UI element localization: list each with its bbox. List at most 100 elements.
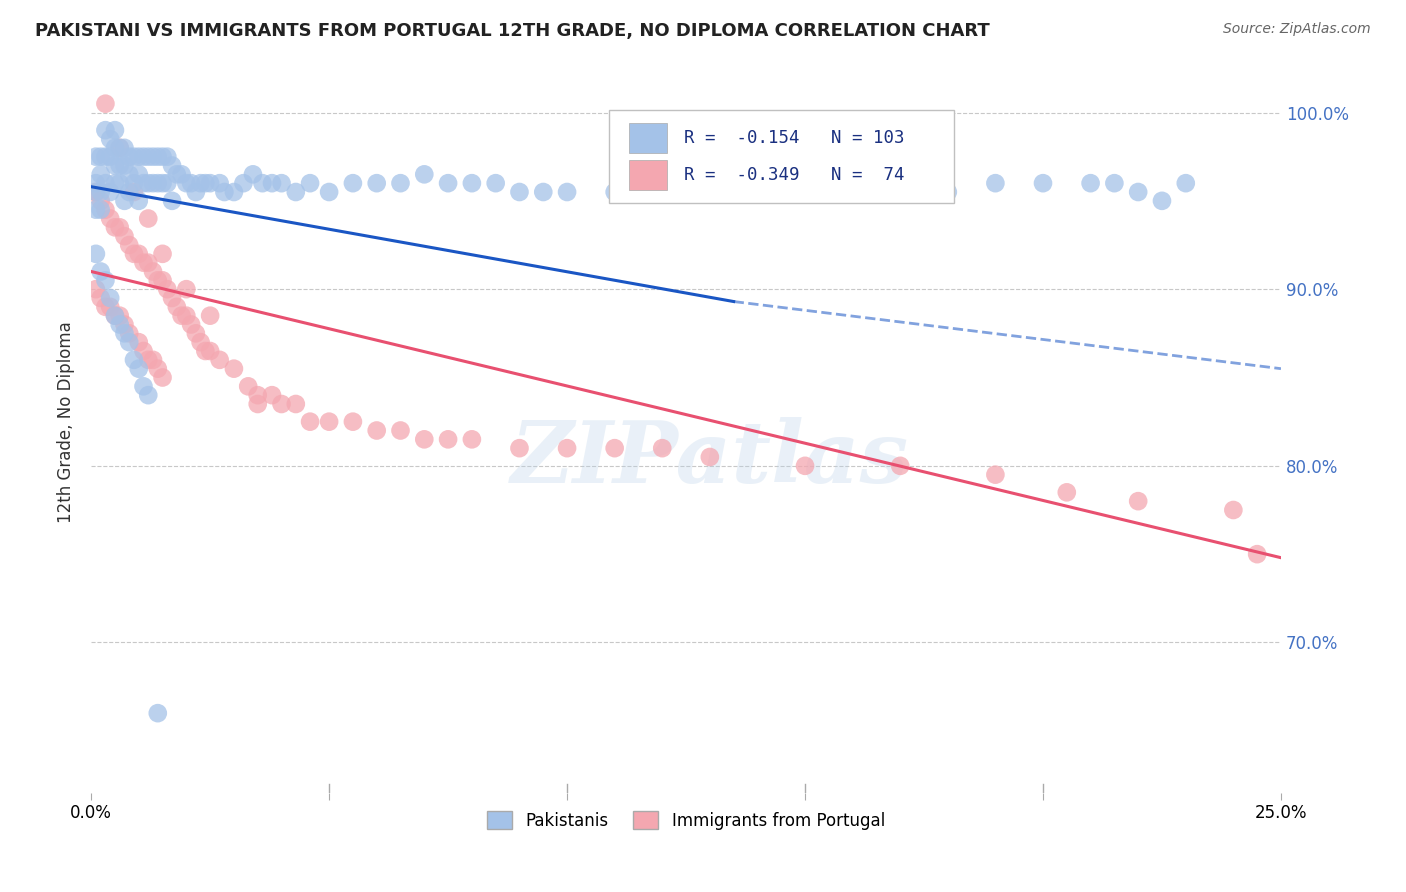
Point — [104, 141, 127, 155]
Text: Source: ZipAtlas.com: Source: ZipAtlas.com — [1223, 22, 1371, 37]
Point — [242, 167, 264, 181]
Point — [170, 167, 193, 181]
Point — [531, 185, 554, 199]
Point — [122, 352, 145, 367]
Point — [184, 185, 207, 199]
Point — [128, 335, 150, 350]
Point — [118, 335, 141, 350]
Point — [114, 159, 136, 173]
Point — [389, 176, 412, 190]
Point — [98, 132, 121, 146]
Point — [152, 247, 174, 261]
Point — [1032, 176, 1054, 190]
Point — [84, 185, 107, 199]
Point — [208, 176, 231, 190]
Text: R =  -0.349   N =  74: R = -0.349 N = 74 — [683, 166, 904, 185]
Point — [160, 159, 183, 173]
Point — [128, 247, 150, 261]
Point — [651, 441, 673, 455]
Point — [152, 176, 174, 190]
Point — [603, 441, 626, 455]
Point — [699, 450, 721, 464]
Point — [108, 141, 131, 155]
Point — [142, 150, 165, 164]
Point — [136, 211, 159, 226]
Point — [118, 238, 141, 252]
Point — [122, 150, 145, 164]
Point — [108, 176, 131, 190]
Text: ZIPatlas: ZIPatlas — [510, 417, 908, 500]
Point — [128, 194, 150, 208]
Point — [222, 185, 245, 199]
Point — [90, 291, 112, 305]
Point — [299, 176, 322, 190]
Point — [190, 176, 212, 190]
Point — [214, 185, 236, 199]
Point — [1104, 176, 1126, 190]
FancyBboxPatch shape — [628, 161, 666, 190]
Point — [1150, 194, 1173, 208]
Point — [146, 150, 169, 164]
Point — [104, 176, 127, 190]
Point — [413, 433, 436, 447]
Point — [98, 300, 121, 314]
Point — [136, 255, 159, 269]
Point — [108, 318, 131, 332]
Point — [180, 318, 202, 332]
Point — [142, 176, 165, 190]
Point — [104, 309, 127, 323]
Point — [94, 176, 117, 190]
Point — [118, 167, 141, 181]
Point — [461, 433, 484, 447]
Point — [246, 397, 269, 411]
Point — [90, 150, 112, 164]
Point — [146, 176, 169, 190]
Point — [108, 309, 131, 323]
Point — [108, 141, 131, 155]
Point — [984, 467, 1007, 482]
Point — [108, 159, 131, 173]
Point — [270, 176, 292, 190]
Point — [603, 185, 626, 199]
Point — [98, 291, 121, 305]
Point — [114, 326, 136, 341]
Point — [128, 167, 150, 181]
Point — [146, 273, 169, 287]
FancyBboxPatch shape — [609, 110, 953, 202]
Point — [194, 176, 217, 190]
Point — [299, 415, 322, 429]
Point — [170, 309, 193, 323]
Point — [1080, 176, 1102, 190]
Point — [94, 123, 117, 137]
Point — [94, 273, 117, 287]
Point — [122, 176, 145, 190]
Point — [108, 220, 131, 235]
Point — [94, 150, 117, 164]
Point — [94, 202, 117, 217]
Point — [1128, 494, 1150, 508]
Point — [142, 264, 165, 278]
Point — [160, 291, 183, 305]
Point — [1246, 547, 1268, 561]
Point — [90, 185, 112, 199]
Point — [176, 282, 198, 296]
Point — [166, 300, 188, 314]
Point — [114, 194, 136, 208]
Point — [176, 309, 198, 323]
Point — [104, 123, 127, 137]
Point — [936, 185, 959, 199]
Point — [146, 361, 169, 376]
Point — [136, 388, 159, 402]
Point — [238, 379, 260, 393]
Point — [270, 397, 292, 411]
Point — [194, 344, 217, 359]
Point — [889, 176, 911, 190]
Point — [1222, 503, 1244, 517]
Point — [198, 309, 221, 323]
FancyBboxPatch shape — [628, 123, 666, 153]
Point — [508, 185, 530, 199]
Point — [1174, 176, 1197, 190]
Text: PAKISTANI VS IMMIGRANTS FROM PORTUGAL 12TH GRADE, NO DIPLOMA CORRELATION CHART: PAKISTANI VS IMMIGRANTS FROM PORTUGAL 12… — [35, 22, 990, 40]
Point — [246, 388, 269, 402]
Point — [98, 211, 121, 226]
